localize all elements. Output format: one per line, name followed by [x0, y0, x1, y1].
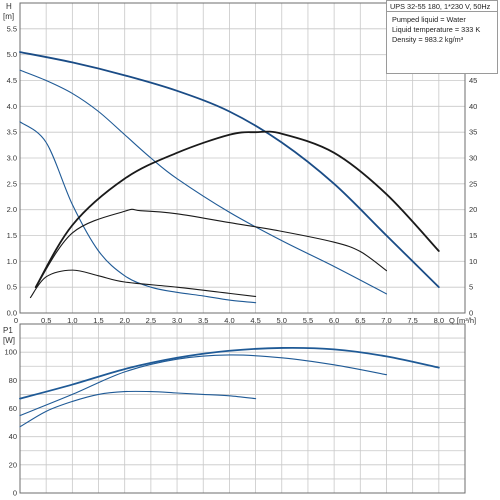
head-tick-label: 2.5 — [7, 179, 17, 188]
flow-tick-label: 6.5 — [355, 316, 365, 325]
power-axis-label: P1 — [3, 326, 13, 335]
flow-tick-label: 8.0 — [434, 316, 444, 325]
efficiency-tick-label: 0 — [469, 309, 473, 318]
efficiency-curve-1 — [34, 130, 440, 289]
head-tick-label: 4.5 — [7, 76, 17, 85]
bottom-plot-frame — [19, 323, 466, 494]
axes-layer — [19, 2, 466, 494]
head-tick-label: 0.0 — [7, 309, 17, 318]
efficiency-tick-label: 25 — [469, 179, 477, 188]
efficiency-tick-label: 30 — [469, 154, 477, 163]
efficiency-tick-label: 35 — [469, 128, 477, 137]
head-tick-label: 5.5 — [7, 24, 17, 33]
head-tick-label: 3.5 — [7, 128, 17, 137]
flow-tick-label: 4.5 — [250, 316, 260, 325]
head-tick-label: 2.0 — [7, 205, 17, 214]
head-tick-label: 0.5 — [7, 283, 17, 292]
series-layer — [19, 51, 440, 428]
efficiency-tick-label: 15 — [469, 231, 477, 240]
power-tick-label: 0 — [13, 489, 17, 498]
flow-tick-label: 2.0 — [119, 316, 129, 325]
power-curve-2 — [19, 354, 388, 417]
head-tick-label: 4.0 — [7, 102, 17, 111]
grid-layer — [20, 3, 465, 493]
power-tick-label: 100 — [4, 348, 17, 357]
flow-tick-label: 4.0 — [224, 316, 234, 325]
efficiency-tick-label: 10 — [469, 257, 477, 266]
density-line: Density = 983.2 kg/m³ — [392, 35, 464, 44]
flow-tick-label: 2.5 — [146, 316, 156, 325]
head-tick-label: 3.0 — [7, 154, 17, 163]
power-tick-label: 80 — [9, 376, 17, 385]
head-curve-3 — [19, 121, 257, 304]
power-tick-label: 20 — [9, 460, 17, 469]
power-axis-label-unit: [W] — [3, 336, 15, 345]
flow-tick-label: 5.0 — [277, 316, 287, 325]
pump-model-header: UPS 32-55 180, 1*230 V, 50Hz — [387, 1, 497, 12]
head-axis-label-h: H — [6, 2, 12, 11]
flow-tick-label: 5.5 — [303, 316, 313, 325]
head-curve-1 — [19, 51, 440, 289]
flow-tick-label: 3.0 — [172, 316, 182, 325]
power-tick-label: 40 — [9, 432, 17, 441]
top-plot-frame — [19, 2, 466, 314]
flow-tick-label: 7.0 — [381, 316, 391, 325]
head-tick-label: 1.5 — [7, 231, 17, 240]
pump-info-box: UPS 32-55 180, 1*230 V, 50Hz Pumped liqu… — [386, 0, 498, 74]
efficiency-curve-2 — [35, 208, 388, 288]
flow-tick-label: 7.5 — [407, 316, 417, 325]
power-tick-label: 60 — [9, 404, 17, 413]
head-tick-label: 5.0 — [7, 50, 17, 59]
flow-tick-label: 1.0 — [67, 316, 77, 325]
head-axis-label-unit: [m] — [3, 12, 14, 21]
flow-tick-label: 1.5 — [93, 316, 103, 325]
head-tick-label: 1.0 — [7, 257, 17, 266]
flow-tick-label: 0.5 — [41, 316, 51, 325]
efficiency-tick-label: 5 — [469, 283, 473, 292]
flow-tick-label: 0 — [14, 316, 18, 325]
flow-axis-label: Q [m³/h] — [449, 316, 476, 325]
power-curve-1 — [19, 346, 440, 400]
efficiency-tick-label: 40 — [469, 102, 477, 111]
head-curve-2 — [19, 69, 388, 295]
power-curve-3 — [19, 390, 257, 428]
efficiency-curve-3 — [29, 269, 257, 299]
flow-tick-label: 6.0 — [329, 316, 339, 325]
pumped-liquid-line: Pumped liquid = Water — [392, 15, 466, 24]
efficiency-tick-label: 20 — [469, 205, 477, 214]
liquid-temperature-line: Liquid temperature = 333 K — [392, 25, 481, 34]
flow-tick-label: 3.5 — [198, 316, 208, 325]
efficiency-tick-label: 45 — [469, 76, 477, 85]
